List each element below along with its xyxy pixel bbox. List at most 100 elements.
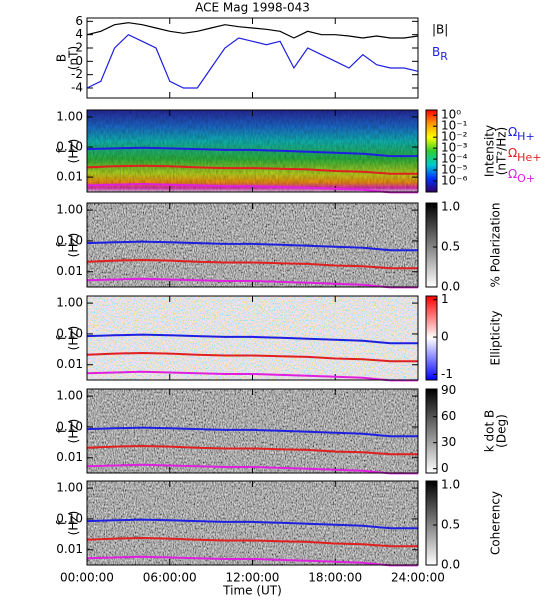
- series-line: [86, 33, 419, 89]
- y-tick-label: 4: [75, 27, 83, 41]
- plot-frame: [86, 202, 419, 288]
- legend-label: BR: [432, 45, 448, 64]
- x-tick-label: 00:00:00: [60, 571, 114, 585]
- y-axis-label: f: [55, 242, 69, 247]
- y-tick-label: 1.00: [56, 296, 83, 310]
- series-line: [86, 333, 418, 345]
- colorbar-tick-label: 1.0: [441, 200, 460, 214]
- colorbar: [425, 109, 438, 193]
- y-tick-label: 1.00: [56, 389, 83, 403]
- colorbar-tick-label: 10⁻¹: [441, 119, 468, 133]
- y-tick-label: 0.01: [56, 450, 83, 464]
- plot-frame: [86, 295, 419, 381]
- series-line: [86, 555, 418, 567]
- colorbar: [425, 388, 438, 474]
- plot-frame: [86, 480, 419, 566]
- spectrogram-texture: [87, 296, 418, 380]
- y-tick-label: 0.10: [56, 419, 83, 433]
- y-tick-label: 0.10: [56, 140, 83, 154]
- colorbar-tick-label: 10⁻⁶: [441, 174, 468, 188]
- y-axis-label: (Hz): [67, 511, 81, 536]
- series-line: [86, 146, 418, 158]
- y-tick-label: 1.00: [56, 109, 83, 123]
- plot-frame: [86, 17, 419, 99]
- spectrogram-texture: [87, 203, 418, 287]
- colorbar-tick-label: 10⁰: [441, 108, 461, 122]
- series-line: [86, 258, 418, 270]
- series-line: [86, 22, 419, 39]
- y-tick-label: 1.00: [56, 481, 83, 495]
- x-tick-label: 12:00:00: [226, 571, 280, 585]
- x-tick-label: 18:00:00: [308, 571, 362, 585]
- colorbar-tick-label: 1.0: [441, 478, 460, 492]
- y-axis-label: (Hz): [67, 326, 81, 351]
- spectrogram-texture: [87, 110, 418, 192]
- colorbar-tick-label: 0: [441, 330, 449, 344]
- colorbar-label: % Polarization: [489, 203, 503, 288]
- colorbar-tick-label: -1: [441, 367, 453, 381]
- series-line: [86, 518, 418, 530]
- legend-label: |B|: [432, 23, 448, 37]
- colorbar-tick-label: 10⁻³: [441, 141, 468, 155]
- colorbar-label: Coherency: [489, 491, 503, 555]
- y-axis-label: f: [55, 520, 69, 525]
- y-axis-label: (nT): [67, 46, 81, 70]
- colorbar-label: k dot B: [483, 410, 497, 452]
- colorbar: [425, 295, 438, 381]
- y-axis-label: (Hz): [67, 139, 81, 164]
- colorbar-label: (Deg): [495, 414, 509, 448]
- y-tick-label: 0.01: [56, 357, 83, 371]
- plot-frame: [86, 109, 419, 193]
- colorbar-tick-label: 10⁻⁵: [441, 163, 468, 177]
- colorbar-tick-label: 0.5: [441, 240, 460, 254]
- y-axis-label: (Hz): [67, 233, 81, 258]
- y-tick-label: 0.10: [56, 326, 83, 340]
- series-line: [86, 370, 418, 382]
- y-axis-label: f: [55, 428, 69, 433]
- x-axis-label: Time (UT): [222, 584, 282, 598]
- colorbar-tick-label: 10⁻²: [441, 130, 468, 144]
- y-tick-label: 0.10: [56, 511, 83, 525]
- chart-title: ACE Mag 1998-043: [195, 1, 310, 15]
- colorbar-tick-label: 0.0: [441, 280, 460, 294]
- colorbar-tick-label: 0.0: [441, 558, 460, 572]
- y-axis-label: B: [55, 54, 69, 62]
- y-axis-label: f: [55, 148, 69, 153]
- series-line: [86, 351, 418, 363]
- x-tick-label: 06:00:00: [143, 571, 197, 585]
- series-line: [86, 164, 418, 175]
- series-line: [86, 277, 418, 289]
- y-tick-label: -2: [71, 67, 83, 81]
- y-tick-label: -4: [71, 81, 83, 95]
- colorbar-tick-label: 60: [441, 409, 456, 423]
- colorbar-tick-label: 0: [441, 461, 449, 475]
- series-line: [86, 240, 418, 252]
- y-axis-label: f: [55, 335, 69, 340]
- colorbar-tick-label: 0.5: [441, 518, 460, 532]
- plot-frame: [86, 388, 419, 474]
- y-tick-label: 1.00: [56, 203, 83, 217]
- colorbar: [425, 202, 438, 288]
- y-tick-label: 2: [75, 41, 83, 55]
- y-tick-label: 0.10: [56, 233, 83, 247]
- legend-label: ΩO+: [508, 167, 535, 186]
- legend-label: ΩH+: [508, 125, 535, 144]
- colorbar-tick-label: 1: [441, 292, 449, 306]
- y-tick-label: 0: [75, 54, 83, 68]
- y-tick-label: 0.01: [56, 170, 83, 184]
- y-tick-label: 6: [75, 14, 83, 28]
- y-axis-label: (Hz): [67, 419, 81, 444]
- series-line: [86, 463, 418, 475]
- x-tick-label: 24:00:00: [391, 571, 445, 585]
- y-tick-label: 0.01: [56, 264, 83, 278]
- spectrogram-texture: [87, 481, 418, 565]
- series-line: [86, 426, 418, 438]
- spectrogram-texture: [87, 389, 418, 473]
- series-line: [86, 444, 418, 456]
- colorbar-tick-label: 90: [441, 383, 456, 397]
- colorbar: [425, 480, 438, 566]
- y-tick-label: 0.01: [56, 542, 83, 556]
- colorbar-tick-label: 10⁻⁴: [441, 152, 468, 166]
- colorbar-label: (nT²/Hz): [495, 127, 509, 175]
